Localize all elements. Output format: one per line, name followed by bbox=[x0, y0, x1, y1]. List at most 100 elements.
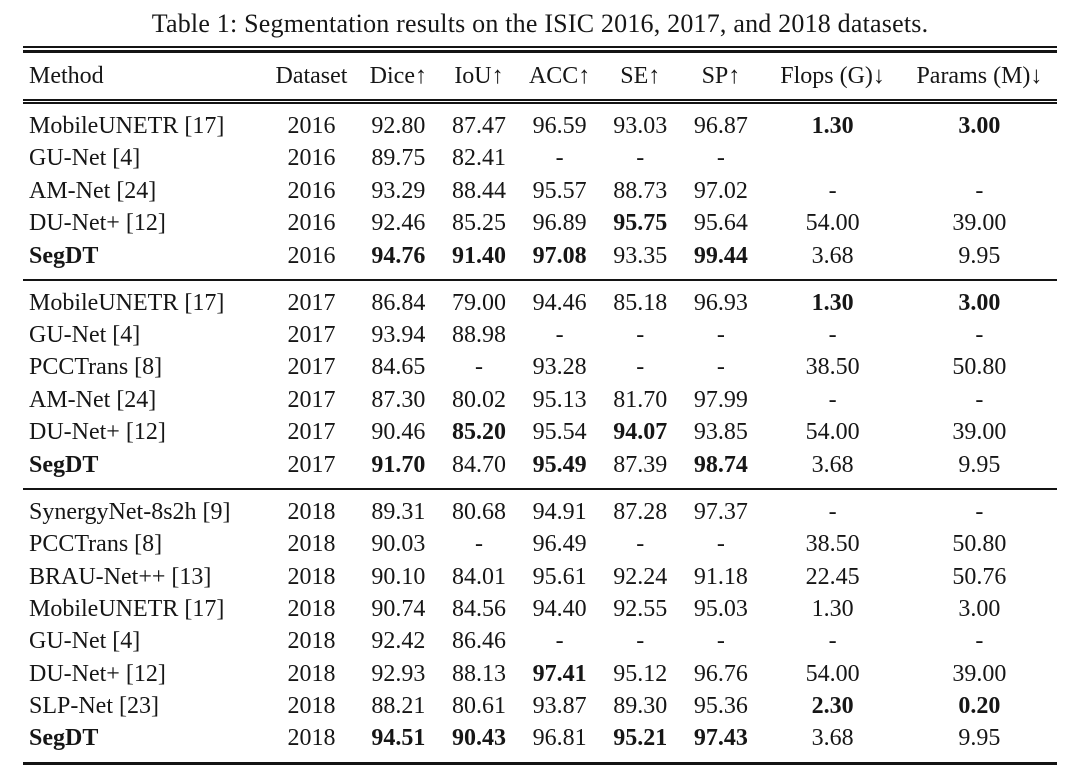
sp-cell: - bbox=[716, 322, 725, 349]
iou-cell: 84.01 bbox=[451, 563, 506, 590]
acc-cell: 95.13 bbox=[532, 386, 587, 413]
params-cell: - bbox=[975, 628, 984, 655]
acc-cell: 96.81 bbox=[532, 725, 587, 752]
acc-cell: 93.87 bbox=[532, 693, 587, 719]
method-cell: GU-Net [4] bbox=[29, 145, 141, 172]
table-row: GU-Net [4] 2017 93.94 88.98 - - - - - bbox=[23, 319, 1057, 351]
table-row: AM-Net [24] 2016 93.29 88.44 95.57 88.73 97.02… bbox=[23, 175, 1057, 207]
se-cell: - bbox=[636, 531, 645, 558]
method-cell: GU-Net [4] bbox=[29, 628, 141, 655]
flops-cell: 1.30 bbox=[811, 289, 854, 316]
iou-cell: 87.47 bbox=[451, 113, 506, 139]
sp-cell: 96.87 bbox=[693, 113, 748, 139]
dice-cell: 91.70 bbox=[371, 451, 426, 478]
flops-cell: 54.00 bbox=[805, 210, 860, 237]
dice-cell: 89.75 bbox=[371, 145, 426, 172]
se-cell: 81.70 bbox=[613, 386, 668, 413]
dataset-cell: 2017 bbox=[287, 386, 336, 413]
sp-cell: - bbox=[716, 531, 725, 558]
params-cell: 39.00 bbox=[952, 660, 1007, 687]
iou-cell: 85.25 bbox=[451, 210, 506, 237]
acc-cell: - bbox=[555, 322, 564, 349]
se-cell: 95.75 bbox=[613, 210, 668, 237]
se-cell: 88.73 bbox=[613, 177, 668, 204]
sp-cell: 97.99 bbox=[693, 386, 748, 413]
method-cell: SLP-Net [23] bbox=[29, 693, 159, 719]
dataset-cell: 2018 bbox=[287, 725, 336, 752]
sp-cell: 95.03 bbox=[693, 595, 748, 622]
dataset-cell: 2017 bbox=[287, 419, 336, 446]
se-cell: - bbox=[636, 628, 645, 655]
params-cell: 39.00 bbox=[952, 210, 1007, 237]
params-cell: - bbox=[975, 498, 984, 525]
method-cell: DU-Net+ [12] bbox=[29, 210, 166, 237]
table-row: SegDT 2016 94.76 91.40 97.08 93.35 99.44 3.68 9.… bbox=[23, 240, 1057, 280]
iou-cell: 90.43 bbox=[451, 725, 506, 752]
iou-cell: 80.61 bbox=[451, 693, 506, 719]
se-cell: - bbox=[636, 322, 645, 349]
acc-cell: 94.91 bbox=[532, 498, 587, 525]
table-row: SynergyNet-8s2h [9] 2018 89.31 80.68 94.91 87… bbox=[23, 489, 1057, 529]
se-cell: 87.39 bbox=[613, 451, 668, 478]
acc-cell: 96.59 bbox=[532, 113, 587, 139]
se-cell: 85.18 bbox=[613, 289, 668, 316]
table-header: Method Dataset Dice↑ IoU↑ ACC↑ SE↑ SP↑ Flops (G… bbox=[23, 53, 1057, 104]
iou-cell: 80.68 bbox=[451, 498, 506, 525]
sp-cell: 91.18 bbox=[693, 563, 748, 590]
flops-cell: 22.45 bbox=[805, 563, 860, 590]
dice-cell: 90.74 bbox=[371, 595, 426, 622]
method-cell: SynergyNet-8s2h [9] bbox=[29, 498, 231, 525]
table-row: MobileUNETR [17] 2017 86.84 79.00 94.46 85.18… bbox=[23, 280, 1057, 320]
dice-cell: 94.76 bbox=[371, 242, 426, 269]
params-cell: 9.95 bbox=[958, 451, 1001, 478]
dataset-cell: 2016 bbox=[287, 210, 336, 237]
dice-cell: 90.10 bbox=[371, 563, 426, 590]
sp-cell: - bbox=[716, 628, 725, 655]
method-cell: BRAU-Net++ [13] bbox=[29, 563, 212, 590]
method-cell: MobileUNETR [17] bbox=[29, 113, 225, 139]
sp-cell: 99.44 bbox=[693, 242, 748, 269]
dice-cell: 88.21 bbox=[371, 693, 426, 719]
column-header-flops: Flops (G)↓ bbox=[763, 53, 902, 104]
method-cell: MobileUNETR [17] bbox=[29, 289, 225, 316]
dataset-cell: 2017 bbox=[287, 322, 336, 349]
column-header-sp: SP↑ bbox=[678, 53, 764, 104]
column-header-se: SE↑ bbox=[602, 53, 679, 104]
dice-cell: 93.94 bbox=[371, 322, 426, 349]
flops-cell: 3.68 bbox=[811, 725, 854, 752]
flops-cell: - bbox=[828, 386, 837, 413]
column-header-acc: ACC↑ bbox=[517, 53, 603, 104]
flops-cell bbox=[763, 143, 902, 175]
iou-cell: 85.20 bbox=[451, 419, 506, 446]
se-cell: 94.07 bbox=[613, 419, 668, 446]
table-row: DU-Net+ [12] 2016 92.46 85.25 96.89 95.75 95.6… bbox=[23, 208, 1057, 240]
iou-cell: 88.98 bbox=[451, 322, 506, 349]
method-cell: PCCTrans [8] bbox=[29, 354, 163, 381]
dataset-cell: 2018 bbox=[287, 595, 336, 622]
sp-cell: 95.64 bbox=[693, 210, 748, 237]
table-row: SLP-Net [23] 2018 88.21 80.61 93.87 89.30 95.3… bbox=[23, 690, 1057, 722]
dataset-cell: 2016 bbox=[287, 242, 336, 269]
acc-cell: - bbox=[555, 145, 564, 172]
paper-table-figure: Table 1: Segmentation results on the ISI… bbox=[23, 9, 1057, 765]
method-cell: PCCTrans [8] bbox=[29, 531, 163, 558]
table-row: DU-Net+ [12] 2017 90.46 85.20 95.54 94.07 93.8… bbox=[23, 417, 1057, 449]
se-cell: 93.03 bbox=[613, 113, 668, 139]
acc-cell: 95.49 bbox=[532, 451, 587, 478]
column-header-dice: Dice↑ bbox=[355, 53, 441, 104]
iou-cell: 84.70 bbox=[451, 451, 506, 478]
iou-cell: 84.56 bbox=[451, 595, 506, 622]
sp-cell: 96.76 bbox=[693, 660, 748, 687]
flops-cell: 1.30 bbox=[811, 113, 854, 139]
dataset-cell: 2018 bbox=[287, 531, 336, 558]
table-row: BRAU-Net++ [13] 2018 90.10 84.01 95.61 92.24 9… bbox=[23, 561, 1057, 593]
flops-cell: 38.50 bbox=[805, 354, 860, 381]
table-row: AM-Net [24] 2017 87.30 80.02 95.13 81.70 97.99… bbox=[23, 384, 1057, 416]
flops-cell: 38.50 bbox=[805, 531, 860, 558]
column-header-dataset: Dataset bbox=[267, 53, 356, 104]
sp-cell: 95.36 bbox=[693, 693, 748, 719]
se-cell: 89.30 bbox=[613, 693, 668, 719]
table-row: SegDT 2018 94.51 90.43 96.81 95.21 97.43 3.68 9.… bbox=[23, 723, 1057, 763]
acc-cell: 94.40 bbox=[532, 595, 587, 622]
top-rule bbox=[23, 46, 1057, 53]
